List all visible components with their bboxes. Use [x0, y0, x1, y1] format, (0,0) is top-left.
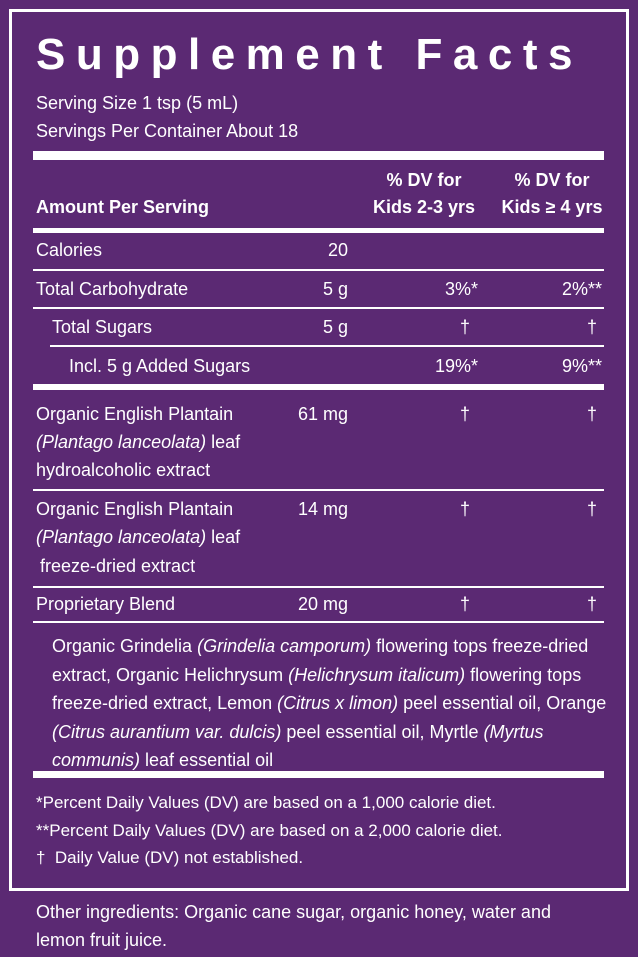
rule-thin: [33, 307, 604, 309]
row-dv: †: [459, 317, 470, 337]
footnote: *Percent Daily Values (DV) are based on …: [36, 793, 496, 812]
footnote: † Daily Value (DV) not established.: [36, 848, 304, 867]
blend-text: peel essential oil, Orange: [403, 693, 607, 713]
row-name: freeze-dried extract: [40, 556, 196, 576]
footnote: **Percent Daily Values (DV) are based on…: [36, 821, 503, 840]
row-name: Organic English Plantain: [36, 404, 234, 424]
row-name: Total Sugars: [52, 317, 153, 337]
row-dv: †: [586, 594, 597, 614]
blend-text: leaf essential oil: [145, 750, 274, 770]
row-dv: 9%**: [561, 356, 602, 376]
latin-name: (Grindelia camporum): [197, 636, 372, 656]
other-ingredients: Other ingredients: Organic cane sugar, o…: [36, 902, 551, 950]
row-name: hydroalcoholic extract: [36, 460, 211, 480]
row-amount: 5 g: [322, 317, 348, 337]
row-name: Organic English Plantain: [36, 499, 234, 519]
rule-thin: [33, 489, 604, 491]
rule-thin: [33, 586, 604, 588]
row-amount: 14 mg: [297, 499, 348, 519]
blend-description: Organic Grindelia (Grindelia camporum) f…: [52, 632, 612, 775]
row-dv: 19%*: [434, 356, 478, 376]
blend-text: peel essential oil, Myrtle: [286, 721, 479, 742]
row-dv: †: [459, 404, 470, 424]
row-amount: 61 mg: [297, 404, 348, 424]
row-name: Proprietary Blend: [36, 594, 176, 614]
column-header: % DV for: [386, 170, 462, 190]
row-name: Incl. 5 g Added Sugars: [69, 356, 251, 376]
latin-name: (Plantago lanceolata): [36, 432, 207, 452]
column-header: Amount Per Serving: [36, 197, 210, 217]
row-dv: 3%*: [444, 279, 478, 299]
rule-thick: [33, 771, 604, 778]
row-dv: †: [586, 499, 597, 519]
blend-text: Organic Grindelia: [52, 636, 193, 656]
row-dv: †: [586, 317, 597, 337]
row-dv: †: [459, 594, 470, 614]
latin-name: (Citrus aurantium var. dulcis): [52, 721, 282, 742]
blend-text: flowering tops freeze-dried extract, Lem…: [52, 664, 582, 714]
column-header: Kids 2-3 yrs: [372, 197, 476, 217]
title: Supplement Facts: [36, 30, 583, 79]
row-name: (Plantago lanceolata) leaf: [36, 526, 240, 548]
latin-name: (Plantago lanceolata): [36, 527, 207, 547]
row-dv: †: [586, 404, 597, 424]
row-name-part: leaf: [211, 432, 241, 452]
row-dv: †: [459, 499, 470, 519]
rule-medium: [33, 228, 604, 233]
row-name: Total Carbohydrate: [36, 279, 189, 299]
row-name: Calories: [36, 240, 103, 260]
rule-thin: [33, 621, 604, 623]
row-name: (Plantago lanceolata) leaf: [36, 431, 240, 453]
rule-thick: [33, 151, 604, 160]
row-amount: 5 g: [322, 279, 348, 299]
rule-thin: [50, 345, 604, 347]
column-header: % DV for: [514, 170, 590, 190]
facts-box: [9, 9, 629, 891]
column-header: Kids ≥ 4 yrs: [501, 197, 603, 217]
blend-text: flowering tops freeze-dried extract, Org…: [52, 636, 589, 685]
rule-thick: [33, 384, 604, 390]
serving-size: Serving Size 1 tsp (5 mL): [36, 93, 239, 113]
latin-name: (Myrtus communis): [52, 721, 544, 771]
latin-name: (Helichrysum italicum): [288, 664, 466, 685]
row-name-part: leaf: [211, 527, 241, 547]
row-amount: 20 mg: [297, 594, 348, 614]
row-dv: 2%**: [561, 279, 602, 299]
servings-per-container: Servings Per Container About 18: [36, 121, 299, 141]
row-amount: 20: [327, 240, 348, 260]
rule-thin: [33, 269, 604, 271]
latin-name: (Citrus x limon): [277, 693, 399, 713]
